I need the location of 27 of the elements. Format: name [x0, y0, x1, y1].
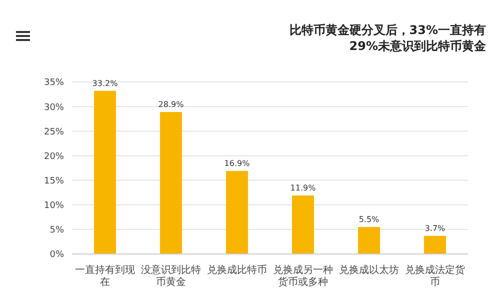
- data-label: 16.9%: [224, 158, 250, 168]
- data-label: 28.9%: [158, 100, 184, 109]
- y-tick-label: 20%: [44, 152, 64, 162]
- y-tick-label: 25%: [44, 127, 64, 138]
- data-label: 3.7%: [424, 224, 446, 233]
- y-tick-label: 10%: [44, 201, 64, 212]
- y-tick-label: 0%: [50, 250, 64, 260]
- y-tick-label: 15%: [44, 176, 64, 186]
- bar: [358, 226, 380, 254]
- x-tick-label: 一直持有到现在: [75, 264, 135, 288]
- x-tick-label: 兑换成比特币: [207, 264, 267, 276]
- y-tick-label: 35%: [44, 78, 64, 88]
- data-label: 33.2%: [92, 78, 118, 88]
- x-tick-label: 没意识到比特币黄金: [141, 264, 201, 288]
- x-tick-label: 兑换成另一种货币或多种: [273, 264, 333, 288]
- y-tick-label: 30%: [44, 102, 64, 113]
- x-tick-label: 兑换成法定货币: [405, 264, 465, 288]
- bar: [226, 170, 248, 254]
- bar: [424, 236, 446, 254]
- data-label: 5.5%: [358, 214, 380, 224]
- bar: [160, 112, 182, 254]
- bar: [94, 90, 116, 254]
- x-tick-label: 兑换成以太坊: [339, 264, 399, 276]
- data-label: 11.9%: [290, 184, 316, 193]
- bar: [292, 196, 314, 254]
- y-tick-label: 5%: [50, 226, 64, 236]
- chart-title: 比特币黄金硬分叉后，33%一直持有 29%未意识到比特币黄金: [289, 22, 486, 54]
